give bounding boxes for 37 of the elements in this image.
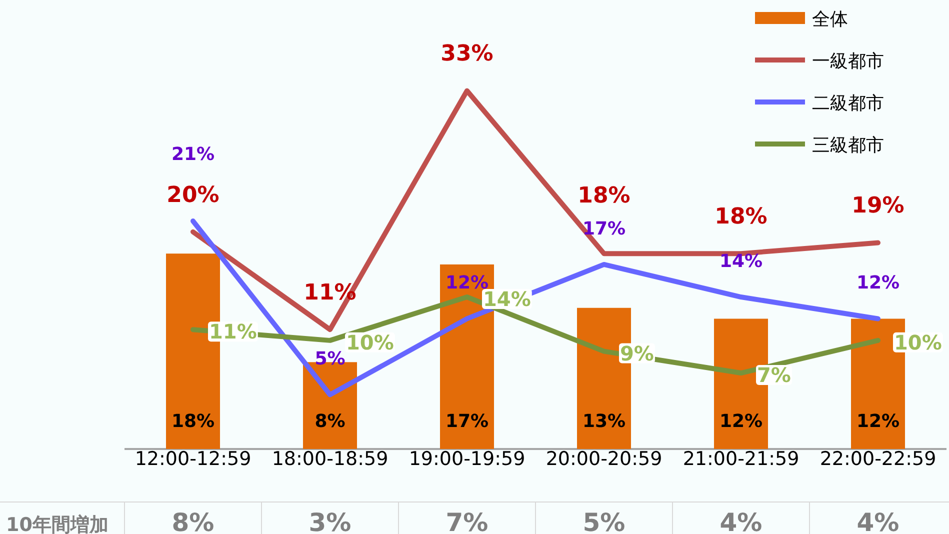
text: 4% bbox=[856, 508, 900, 534]
data-label: 13% bbox=[582, 411, 626, 432]
data-label: 10% bbox=[346, 330, 394, 354]
data-label: 9% bbox=[620, 341, 654, 366]
data-label: 33% bbox=[440, 42, 494, 67]
x-tick-label: 21:00-21:59 bbox=[682, 448, 800, 470]
data-label: 12% bbox=[856, 411, 900, 432]
x-tick-label: 18:00-18:59 bbox=[272, 448, 388, 470]
text: 7% bbox=[446, 508, 488, 534]
data-label: 11% bbox=[209, 320, 257, 344]
data-label: 8% bbox=[314, 411, 346, 432]
data-label: 18% bbox=[714, 204, 768, 230]
text: 8% bbox=[172, 508, 214, 534]
legend-label: 三級都市 bbox=[812, 135, 884, 156]
data-label: 18% bbox=[171, 411, 215, 432]
legend-label: 二級都市 bbox=[812, 93, 884, 114]
text: 4% bbox=[720, 508, 762, 534]
data-label: 18% bbox=[578, 183, 630, 208]
x-tick-label: 12:00-12:59 bbox=[134, 448, 252, 470]
data-label: 12% bbox=[719, 411, 763, 432]
data-label: 12% bbox=[856, 272, 900, 294]
data-label: 20% bbox=[166, 182, 220, 208]
text: 10年間増加 bbox=[6, 514, 108, 534]
text: 5% bbox=[582, 508, 626, 534]
data-label: 19% bbox=[852, 194, 904, 219]
text: 3% bbox=[308, 508, 352, 534]
data-label: 17% bbox=[445, 411, 489, 432]
data-label: 7% bbox=[757, 363, 791, 388]
x-tick-label: 20:00-20:59 bbox=[546, 448, 662, 470]
data-label: 21% bbox=[171, 144, 215, 165]
data-label: 14% bbox=[719, 251, 763, 272]
legend-label: 全体 bbox=[812, 9, 848, 30]
x-tick-label: 22:00-22:59 bbox=[820, 448, 936, 470]
data-label: 17% bbox=[582, 218, 626, 240]
legend-label: 一級都市 bbox=[812, 51, 884, 72]
x-tick-label: 19:00-19:59 bbox=[408, 448, 526, 470]
data-label: 10% bbox=[894, 330, 942, 354]
